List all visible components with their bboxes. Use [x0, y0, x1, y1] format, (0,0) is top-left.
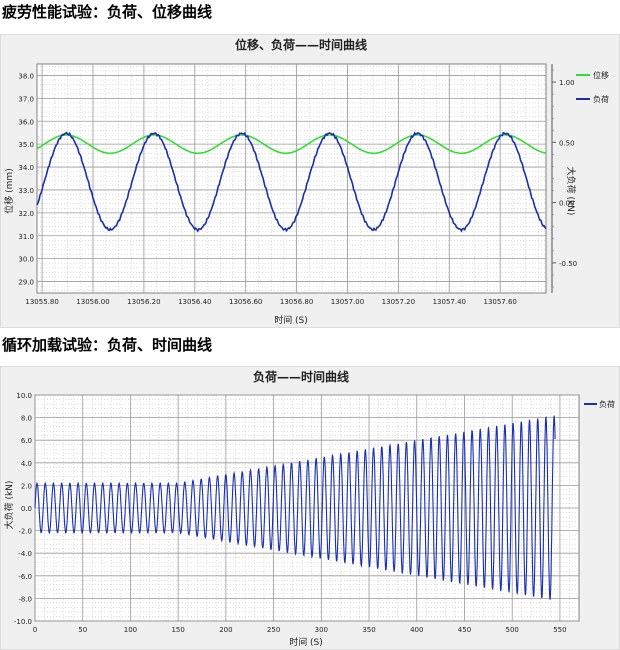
legend-label: 负荷	[593, 94, 609, 104]
legend-label: 位移	[593, 70, 609, 80]
y-tick-label: 32.0	[18, 210, 34, 218]
x-tick-label: 13057.00	[331, 298, 364, 306]
chart2-xlabel: 时间 (S)	[289, 636, 323, 648]
y-tick-label: 6.0	[21, 437, 32, 445]
y-tick-label: 29.0	[18, 279, 34, 287]
y-tick-label: 30.0	[18, 256, 34, 264]
y2-tick-label: 0.00	[559, 200, 575, 208]
y-tick-label: 38.0	[18, 72, 34, 80]
y2-tick-label: -0.50	[559, 260, 577, 268]
x-tick-label: 400	[410, 626, 423, 634]
legend-label: 负荷	[599, 399, 615, 409]
chart2-ylabel: 大负荷 (kN)	[3, 481, 15, 530]
y-tick-label: 33.0	[18, 187, 34, 195]
x-tick-label: 13056.20	[127, 298, 160, 306]
y-tick-label: 2.0	[21, 482, 32, 490]
chart1-y2label: 大负荷 (kN)	[565, 167, 577, 216]
load-series-line	[36, 131, 547, 233]
chart2-title: 负荷——时间曲线	[253, 369, 349, 384]
x-tick-label: 250	[267, 626, 280, 634]
x-tick-label: 13056.80	[280, 298, 313, 306]
y-tick-label: 35.0	[18, 141, 34, 149]
displacement-series-line	[36, 134, 547, 155]
x-tick-label: 13055.80	[25, 298, 58, 306]
fatigue-chart: 位移、负荷——时间曲线 38.0 37.0 36.0 35.0 34.0 33.0 32.0…	[3, 37, 609, 326]
y-tick-label: 36.0	[18, 118, 34, 126]
x-tick-label: 13056.40	[178, 298, 211, 306]
chart1-ylabel: 位移 (mm)	[3, 168, 15, 213]
x-tick-label: 500	[506, 626, 519, 634]
chart1-title: 位移、负荷——时间曲线	[235, 37, 367, 52]
x-tick-label: 350	[362, 626, 375, 634]
x-tick-label: 13056.60	[229, 298, 262, 306]
x-tick-label: 0	[33, 626, 37, 634]
plot-area	[36, 63, 547, 294]
y-tick-label: 34.0	[18, 164, 34, 172]
y2-tick-label: 0.50	[559, 139, 575, 147]
x-tick-label: 550	[553, 626, 566, 634]
x-tick-label: 13057.20	[382, 298, 415, 306]
y-tick-label: -2.0	[18, 528, 32, 536]
y-tick-label: 0.0	[21, 505, 32, 513]
y-tick-label: 4.0	[21, 460, 32, 468]
x-tick-label: 13056.00	[76, 298, 109, 306]
x-tick-label: 300	[315, 626, 328, 634]
y-tick-label: -8.0	[18, 595, 32, 603]
y-tick-label: 10.0	[16, 392, 32, 400]
cyclic-chart-panel: 负荷——时间曲线 10.0 8.0 6.0 4.0 2.0 0.0 -2.0 -4.0 -6.0…	[0, 366, 620, 650]
y-tick-label: 37.0	[18, 95, 34, 103]
chart1-xlabel: 时间 (S)	[274, 314, 308, 326]
x-tick-label: 13057.40	[433, 298, 466, 306]
y-tick-label: 8.0	[21, 415, 32, 423]
y-tick-label: -6.0	[18, 573, 32, 581]
fatigue-test-heading: 疲劳性能试验：负荷、位移曲线	[2, 3, 213, 21]
x-tick-label: 450	[458, 626, 471, 634]
x-tick-label: 100	[124, 626, 137, 634]
x-tick-label: 150	[171, 626, 184, 634]
y-tick-label: -10.0	[14, 618, 32, 626]
x-tick-label: 200	[219, 626, 232, 634]
fatigue-chart-panel: 位移、负荷——时间曲线 38.0 37.0 36.0 35.0 34.0 33.0 32.0…	[0, 34, 620, 328]
x-tick-label: 13057.60	[483, 298, 516, 306]
x-tick-label: 50	[78, 626, 87, 634]
y-tick-label: 31.0	[18, 233, 34, 241]
cyclic-chart: 负荷——时间曲线 10.0 8.0 6.0 4.0 2.0 0.0 -2.0 -4.0 -6.0…	[3, 369, 615, 648]
load-series-line	[34, 415, 556, 600]
cyclic-test-heading: 循环加载试验：负荷、时间曲线	[2, 336, 213, 354]
y2-tick-label: 1.00	[559, 79, 575, 87]
y-tick-label: -4.0	[18, 550, 32, 558]
